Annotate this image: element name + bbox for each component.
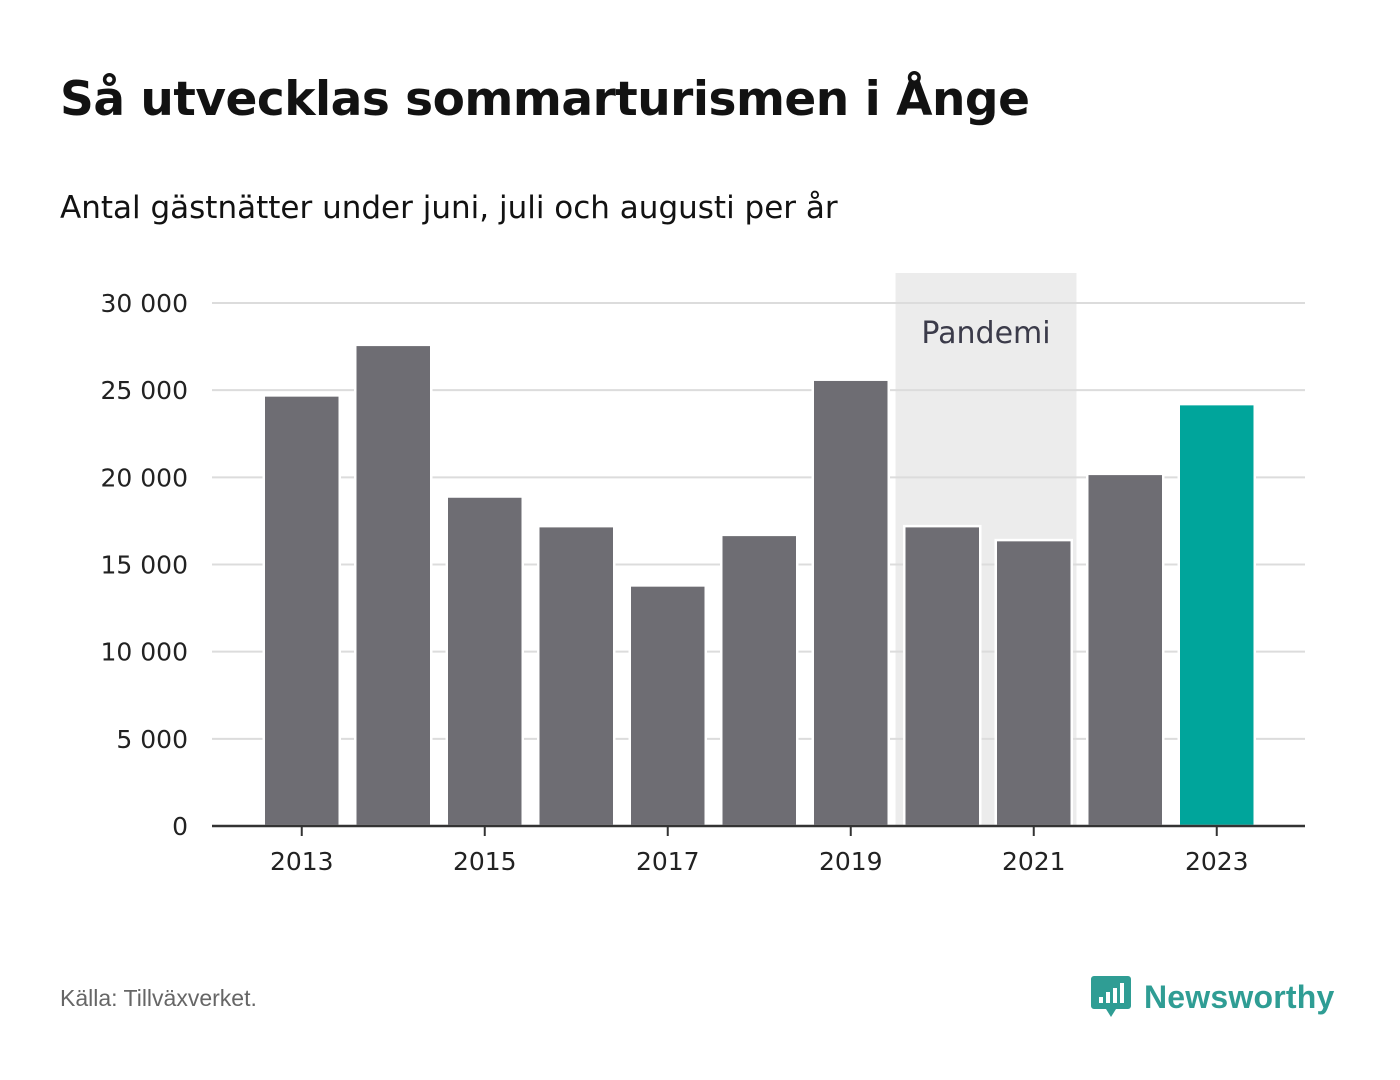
- bar-2022: [1086, 472, 1165, 828]
- x-tick-label: 2021: [1002, 847, 1066, 876]
- y-tick-label: 30 000: [101, 289, 188, 318]
- x-tick-label: 2013: [270, 847, 334, 876]
- bars: [262, 343, 1256, 828]
- y-tick-label: 20 000: [101, 463, 188, 492]
- axes: 2013 2015 2017 2019 2021 2023: [212, 824, 1305, 876]
- y-tick-label: 5 000: [116, 725, 188, 754]
- source-note: Källa: Tillväxverket.: [60, 985, 257, 1011]
- y-tick-label: 0: [172, 812, 188, 841]
- bar-2016: [537, 524, 616, 828]
- bar-2023: [1177, 402, 1256, 828]
- y-tick-label: 10 000: [101, 638, 188, 667]
- brand-logo: Newsworthy: [1090, 972, 1334, 1022]
- pandemic-band-label: Pandemi: [921, 316, 1050, 351]
- x-tick-label: 2019: [819, 847, 883, 876]
- bar-2018: [720, 533, 799, 828]
- bar-2015: [445, 495, 524, 828]
- bar-2019: [811, 378, 890, 828]
- newsworthy-logo-icon: [1091, 976, 1131, 1017]
- x-tick-label: 2017: [636, 847, 700, 876]
- x-tick-label: 2023: [1185, 847, 1249, 876]
- y-tick-label: 25 000: [101, 376, 188, 405]
- bar-2021: [994, 538, 1073, 828]
- bar-2013: [262, 394, 341, 828]
- bar-2014: [354, 343, 433, 828]
- bar-2020: [903, 524, 982, 828]
- bar-2017: [628, 584, 707, 828]
- y-tick-label: 15 000: [101, 551, 188, 580]
- chart-title: Så utvecklas sommarturismen i Ånge: [60, 72, 1030, 127]
- brand-name: Newsworthy: [1144, 978, 1335, 1015]
- chart-subtitle: Antal gästnätter under juni, juli och au…: [60, 190, 838, 226]
- x-tick-label: 2015: [453, 847, 517, 876]
